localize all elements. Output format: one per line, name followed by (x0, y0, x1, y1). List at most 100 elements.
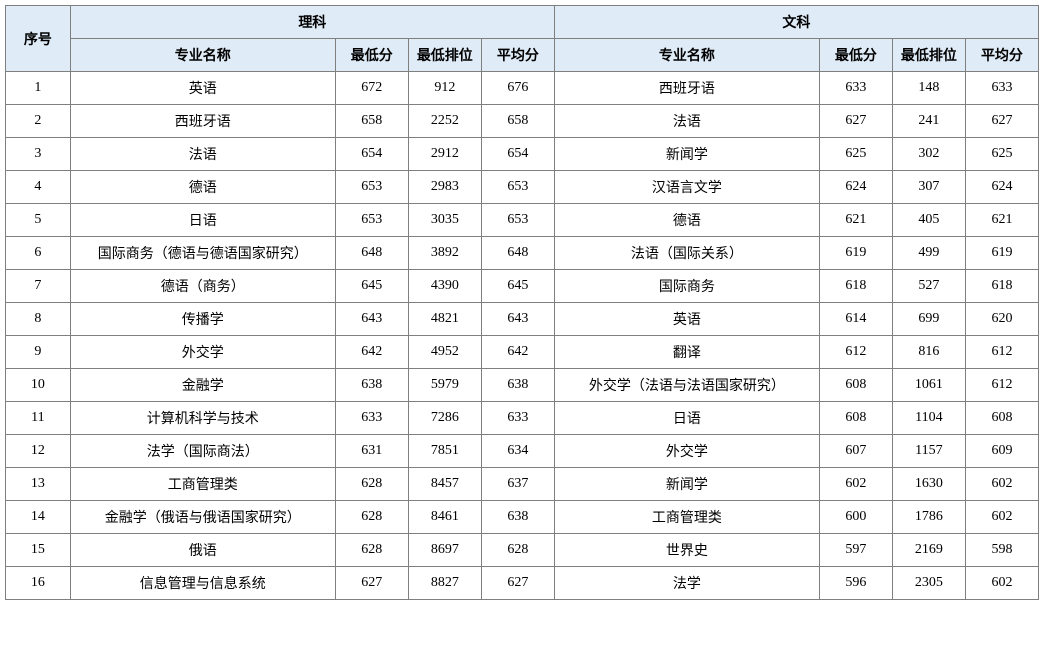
sci-major-cell: 英语 (70, 72, 335, 105)
sci-min-cell: 643 (335, 303, 408, 336)
table-row: 9外交学6424952642翻译612816612 (6, 336, 1039, 369)
seq-cell: 16 (6, 567, 71, 600)
art-min-cell: 612 (819, 336, 892, 369)
art-rank-cell: 816 (892, 336, 965, 369)
table-row: 7德语（商务）6454390645国际商务618527618 (6, 270, 1039, 303)
sci-rank-cell: 3892 (408, 237, 481, 270)
sci-avg-cell: 634 (481, 435, 554, 468)
art-major-cell: 新闻学 (554, 138, 819, 171)
art-rank-cell: 241 (892, 105, 965, 138)
table-row: 2西班牙语6582252658法语627241627 (6, 105, 1039, 138)
seq-cell: 9 (6, 336, 71, 369)
sci-rank-cell: 8697 (408, 534, 481, 567)
table-row: 14金融学（俄语与俄语国家研究）6288461638工商管理类600178660… (6, 501, 1039, 534)
sci-avg-cell: 628 (481, 534, 554, 567)
header-art-major: 专业名称 (554, 39, 819, 72)
art-rank-cell: 1630 (892, 468, 965, 501)
sci-min-cell: 642 (335, 336, 408, 369)
art-rank-cell: 1104 (892, 402, 965, 435)
table-header: 序号 理科 文科 专业名称 最低分 最低排位 平均分 专业名称 最低分 最低排位… (6, 6, 1039, 72)
sci-rank-cell: 4821 (408, 303, 481, 336)
table-row: 12法学（国际商法）6317851634外交学6071157609 (6, 435, 1039, 468)
sci-major-cell: 西班牙语 (70, 105, 335, 138)
header-sci-minrank: 最低排位 (408, 39, 481, 72)
sci-major-cell: 德语 (70, 171, 335, 204)
art-rank-cell: 405 (892, 204, 965, 237)
art-min-cell: 608 (819, 402, 892, 435)
table-body: 1英语672912676西班牙语6331486332西班牙语6582252658… (6, 72, 1039, 600)
table-row: 1英语672912676西班牙语633148633 (6, 72, 1039, 105)
art-rank-cell: 302 (892, 138, 965, 171)
seq-cell: 14 (6, 501, 71, 534)
art-min-cell: 624 (819, 171, 892, 204)
art-major-cell: 法语 (554, 105, 819, 138)
sci-min-cell: 654 (335, 138, 408, 171)
art-major-cell: 日语 (554, 402, 819, 435)
header-sci-avgscore: 平均分 (481, 39, 554, 72)
header-sci-major: 专业名称 (70, 39, 335, 72)
table-row: 4德语6532983653汉语言文学624307624 (6, 171, 1039, 204)
sci-rank-cell: 8457 (408, 468, 481, 501)
art-avg-cell: 618 (965, 270, 1038, 303)
sci-min-cell: 645 (335, 270, 408, 303)
sci-min-cell: 638 (335, 369, 408, 402)
art-rank-cell: 527 (892, 270, 965, 303)
sci-min-cell: 627 (335, 567, 408, 600)
art-major-cell: 法语（国际关系） (554, 237, 819, 270)
art-major-cell: 德语 (554, 204, 819, 237)
seq-cell: 10 (6, 369, 71, 402)
art-min-cell: 633 (819, 72, 892, 105)
sci-min-cell: 633 (335, 402, 408, 435)
art-rank-cell: 499 (892, 237, 965, 270)
art-major-cell: 世界史 (554, 534, 819, 567)
table-row: 3法语6542912654新闻学625302625 (6, 138, 1039, 171)
seq-cell: 3 (6, 138, 71, 171)
art-avg-cell: 619 (965, 237, 1038, 270)
seq-cell: 11 (6, 402, 71, 435)
sci-major-cell: 德语（商务） (70, 270, 335, 303)
table-row: 6国际商务（德语与德语国家研究）6483892648法语（国际关系）619499… (6, 237, 1039, 270)
art-avg-cell: 612 (965, 369, 1038, 402)
art-major-cell: 新闻学 (554, 468, 819, 501)
sci-rank-cell: 4390 (408, 270, 481, 303)
art-avg-cell: 609 (965, 435, 1038, 468)
sci-min-cell: 658 (335, 105, 408, 138)
sci-min-cell: 628 (335, 468, 408, 501)
art-rank-cell: 2305 (892, 567, 965, 600)
header-seq: 序号 (6, 6, 71, 72)
art-min-cell: 614 (819, 303, 892, 336)
art-min-cell: 597 (819, 534, 892, 567)
table-row: 13工商管理类6288457637新闻学6021630602 (6, 468, 1039, 501)
sci-min-cell: 648 (335, 237, 408, 270)
art-major-cell: 国际商务 (554, 270, 819, 303)
sci-major-cell: 工商管理类 (70, 468, 335, 501)
art-min-cell: 619 (819, 237, 892, 270)
table-row: 10金融学6385979638外交学（法语与法语国家研究）6081061612 (6, 369, 1039, 402)
art-min-cell: 621 (819, 204, 892, 237)
sci-avg-cell: 633 (481, 402, 554, 435)
sci-min-cell: 631 (335, 435, 408, 468)
art-avg-cell: 602 (965, 501, 1038, 534)
art-min-cell: 608 (819, 369, 892, 402)
sci-rank-cell: 8461 (408, 501, 481, 534)
sci-avg-cell: 638 (481, 369, 554, 402)
art-major-cell: 西班牙语 (554, 72, 819, 105)
seq-cell: 5 (6, 204, 71, 237)
art-major-cell: 汉语言文学 (554, 171, 819, 204)
art-avg-cell: 624 (965, 171, 1038, 204)
sci-avg-cell: 637 (481, 468, 554, 501)
art-major-cell: 法学 (554, 567, 819, 600)
art-rank-cell: 2169 (892, 534, 965, 567)
art-min-cell: 602 (819, 468, 892, 501)
table-row: 5日语6533035653德语621405621 (6, 204, 1039, 237)
art-min-cell: 607 (819, 435, 892, 468)
sci-min-cell: 672 (335, 72, 408, 105)
sci-rank-cell: 3035 (408, 204, 481, 237)
seq-cell: 4 (6, 171, 71, 204)
sci-avg-cell: 645 (481, 270, 554, 303)
art-min-cell: 600 (819, 501, 892, 534)
sci-major-cell: 信息管理与信息系统 (70, 567, 335, 600)
seq-cell: 15 (6, 534, 71, 567)
sci-rank-cell: 5979 (408, 369, 481, 402)
seq-cell: 7 (6, 270, 71, 303)
